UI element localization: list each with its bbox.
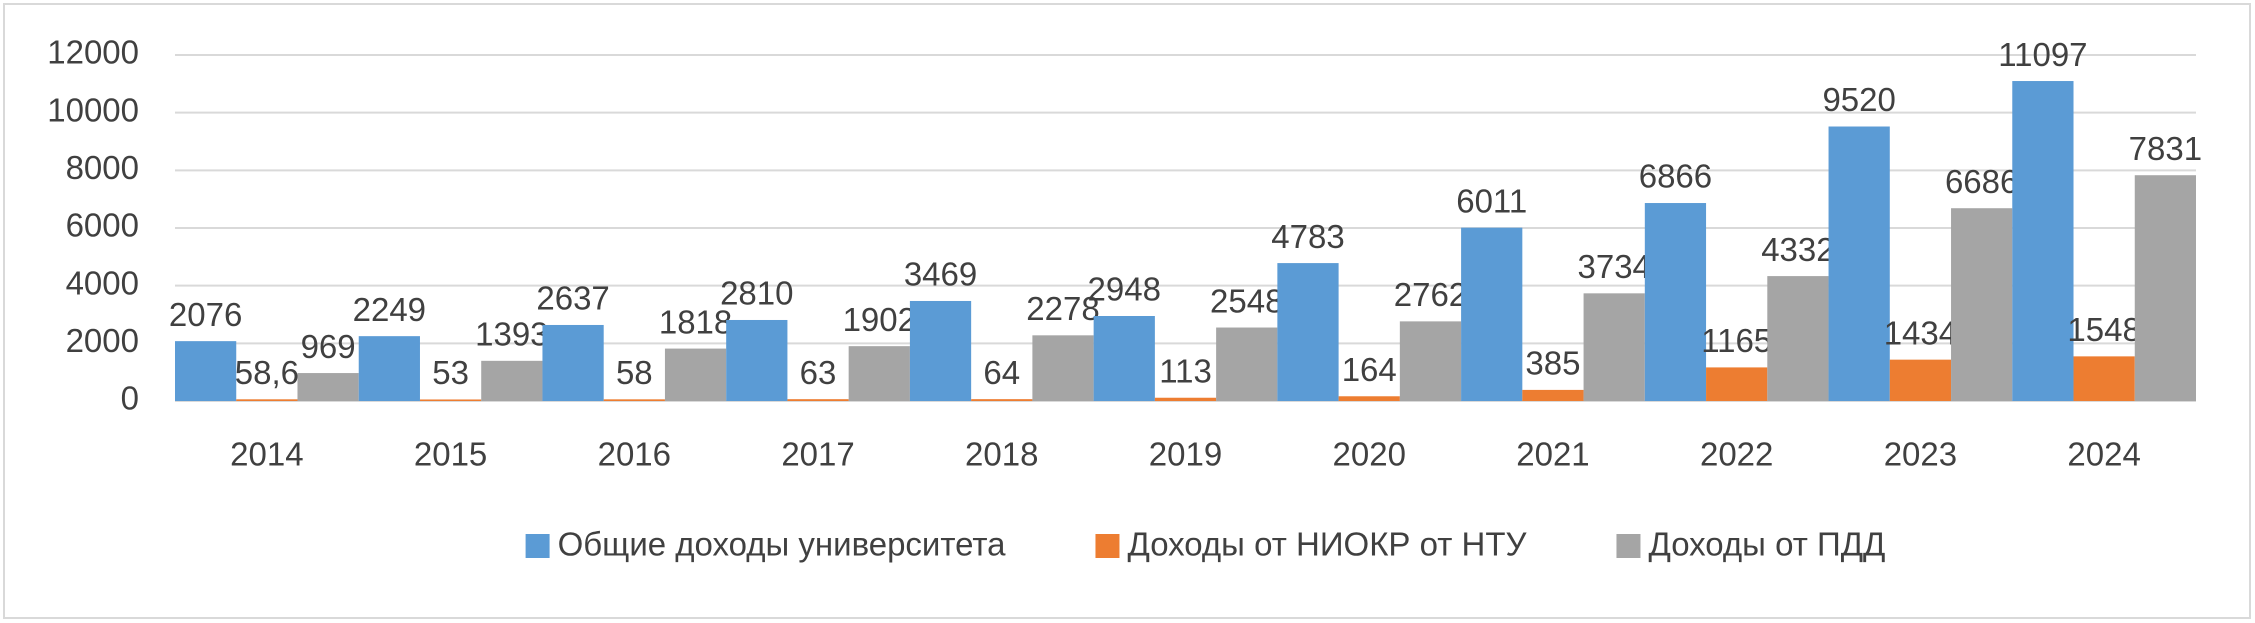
x-tick-label: 2022: [1700, 436, 1773, 473]
x-tick-label: 2015: [414, 436, 487, 473]
data-label: 4332: [1761, 231, 1834, 268]
y-tick-label: 6000: [66, 207, 139, 244]
data-label: 2762: [1394, 276, 1467, 313]
legend-marker: [1616, 534, 1641, 558]
data-label: 9520: [1822, 81, 1895, 118]
legend-marker: [525, 534, 550, 558]
x-tick-label: 2020: [1333, 436, 1406, 473]
data-label: 1548: [2067, 311, 2140, 348]
data-label: 3469: [904, 256, 977, 293]
legend-marker: [1095, 534, 1120, 558]
y-tick-label: 10000: [47, 91, 139, 128]
data-label: 3734: [1577, 248, 1650, 285]
bar: [1828, 126, 1890, 402]
data-label: 2548: [1210, 282, 1283, 319]
bar: [2012, 81, 2074, 401]
x-tick-label: 2017: [781, 436, 854, 473]
bar: [1889, 359, 1952, 401]
bar: [1277, 263, 1339, 401]
x-tick-label: 2023: [1884, 436, 1957, 473]
bar: [1154, 397, 1217, 401]
data-label: 969: [301, 328, 356, 365]
data-label: 2076: [169, 296, 242, 333]
data-label: 1165: [1701, 322, 1772, 359]
data-label: 64: [983, 354, 1020, 391]
y-tick-label: 4000: [66, 264, 139, 301]
data-label: 2810: [720, 275, 793, 312]
bar: [1461, 227, 1523, 401]
data-label: 2637: [536, 280, 609, 317]
bar: [542, 324, 604, 401]
data-label: 113: [1159, 352, 1212, 389]
y-tick-label: 8000: [66, 149, 139, 186]
bar: [1951, 208, 2013, 401]
bar: [419, 399, 482, 401]
bar: [909, 300, 972, 401]
bar: [236, 399, 298, 401]
x-tick-label: 2021: [1516, 436, 1589, 473]
bar: [358, 336, 420, 401]
bar: [2134, 175, 2196, 401]
bar: [1093, 315, 1155, 401]
data-label: 6866: [1639, 158, 1712, 195]
bar: [2073, 356, 2135, 401]
bar: [175, 341, 237, 401]
data-label: 2948: [1088, 271, 1161, 308]
legend-label: Общие доходы университета: [558, 526, 1007, 563]
x-tick-label: 2024: [2067, 436, 2140, 473]
data-label: 11097: [1998, 36, 2087, 73]
data-label: 164: [1342, 351, 1397, 388]
data-label: 63: [800, 354, 837, 391]
data-label: 1818: [659, 303, 732, 340]
data-label: 58,6: [235, 354, 299, 391]
data-label: 53: [432, 354, 469, 391]
bar: [848, 346, 910, 401]
bar: [481, 360, 543, 401]
bar: [603, 399, 665, 401]
x-tick-label: 2018: [965, 436, 1038, 473]
bar: [1644, 203, 1707, 401]
bar: [726, 319, 788, 401]
bar: [1032, 335, 1094, 401]
bar: [297, 373, 359, 401]
bar: [971, 399, 1033, 401]
data-label: 1434: [1884, 314, 1957, 351]
data-label: 58: [616, 354, 653, 391]
y-tick-label: 2000: [66, 322, 139, 359]
bar: [1522, 389, 1584, 401]
bar: [1338, 396, 1400, 401]
y-tick-label: 12000: [47, 34, 139, 71]
data-label: 385: [1525, 345, 1580, 382]
bar: [1583, 293, 1645, 401]
data-label: 6686: [1945, 163, 2018, 200]
bar: [1767, 276, 1829, 401]
data-label: 6011: [1456, 182, 1527, 219]
data-label: 2249: [353, 291, 426, 328]
y-tick-label: 0: [121, 380, 139, 417]
bar: [1216, 327, 1278, 401]
data-label: 1902: [843, 301, 916, 338]
data-label: 7831: [2129, 130, 2202, 167]
legend-label: Доходы от НИОКР от НТУ: [1127, 526, 1527, 563]
bar: [664, 348, 727, 401]
bar: [1706, 367, 1768, 401]
x-tick-label: 2016: [598, 436, 671, 473]
bar: [787, 399, 849, 401]
x-tick-label: 2019: [1149, 436, 1222, 473]
bar: [1399, 321, 1462, 401]
legend-label: Доходы от ПДД: [1648, 526, 1885, 563]
x-tick-label: 2014: [230, 436, 303, 473]
data-label: 2278: [1026, 290, 1099, 327]
data-label: 1393: [475, 316, 548, 353]
data-label: 4783: [1271, 218, 1344, 255]
